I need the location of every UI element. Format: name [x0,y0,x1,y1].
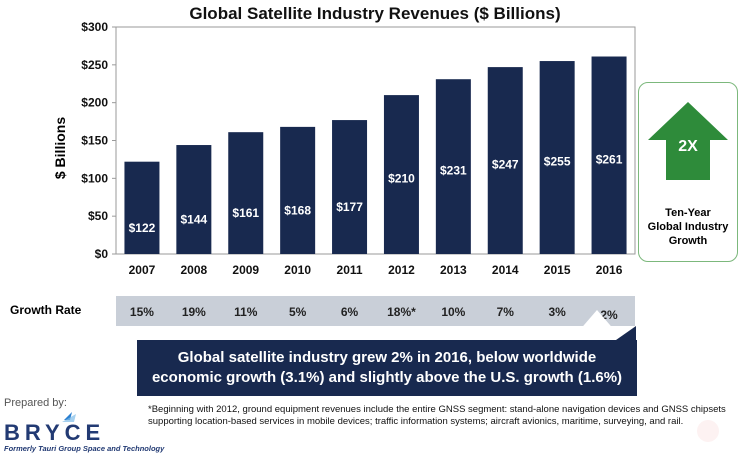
bar-value-label: $168 [284,203,311,217]
x-tick-label: 2016 [596,263,623,277]
bar [280,126,316,254]
sidebox-line-2: Global Industry [647,221,729,233]
bar [383,95,419,254]
growth-rate-value: 5% [288,305,307,319]
growth-rate-value: 18%* [387,305,416,319]
footnote: *Beginning with 2012, ground equipment r… [148,404,726,427]
bryce-logo: BRYCE [4,412,105,442]
growth-rate-value: 7% [496,305,514,319]
x-tick-label: 2010 [284,263,311,277]
x-tick-label: 2007 [129,263,156,277]
bar-value-label: $210 [388,172,415,186]
bar [435,79,471,255]
growth-rate-row [116,296,635,326]
banner-line-1: Global satellite industry grew 2% in 201… [177,349,597,366]
bar-value-label: $144 [180,213,207,227]
sidebox-caption: Ten-Year Global Industry Growth [640,206,736,248]
growth-rate-label: Growth Rate [10,303,82,317]
bar [539,61,575,254]
bar [487,67,523,254]
x-tick-label: 2012 [388,263,415,277]
sidebox-line-1: Ten-Year [665,207,711,219]
bar-value-label: $247 [492,158,519,172]
arrow-label: 2X [678,138,698,155]
summary-banner: Global satellite industry grew 2% in 201… [137,340,637,396]
bar-value-label: $161 [232,206,259,220]
bar [124,161,160,254]
y-tick-label: $250 [81,58,108,72]
y-tick-label: $300 [81,20,108,34]
callout-pointer [616,326,636,340]
x-tick-label: 2008 [180,263,207,277]
bar-value-label: $177 [336,200,363,214]
prepared-by: Prepared by: [4,397,67,409]
logo-text: BRYCE [4,420,105,442]
chart-title: Global Satellite Industry Revenues ($ Bi… [189,4,561,23]
growth-rate-value: 6% [340,305,359,319]
growth-rate-value: 10% [441,305,466,319]
growth-rate-value: 2% [600,308,618,322]
bar [332,120,368,254]
bar-value-label: $231 [440,164,467,178]
x-tick-label: 2015 [544,263,571,277]
bar [591,56,627,255]
y-axis-label: $ Billions [52,116,68,180]
banner-line-2: economic growth (3.1%) and slightly abov… [151,369,623,386]
y-tick-label: $200 [81,96,108,110]
x-tick-label: 2014 [492,263,519,277]
decorative-circle [697,420,719,442]
growth-rate-value: 3% [548,305,566,319]
x-tick-label: 2013 [440,263,467,277]
up-arrow-icon [648,102,728,180]
bar-chart: $0 $50 $100 $150 $200 $250 $300 $122 2007 $144 200… [81,20,636,277]
x-tick-label: 2011 [337,263,363,277]
growth-rate-value: 19% [181,305,206,319]
growth-rate-value: 15% [129,305,154,319]
y-tick-label: $150 [81,134,108,148]
sidebox-line-3: Growth [668,235,708,247]
logo-subtitle: Formerly Tauri Group Space and Technolog… [4,444,165,453]
bar-value-label: $261 [596,152,623,166]
y-tick-label: $50 [88,209,108,223]
bar-value-label: $255 [544,155,571,169]
bar [176,145,212,254]
x-tick-label: 2009 [232,263,259,277]
growth-rate-value: 11% [234,305,258,319]
bar [228,132,264,254]
bar-value-label: $122 [129,221,156,235]
y-tick-label: $0 [95,247,109,261]
y-tick-label: $100 [81,171,108,185]
